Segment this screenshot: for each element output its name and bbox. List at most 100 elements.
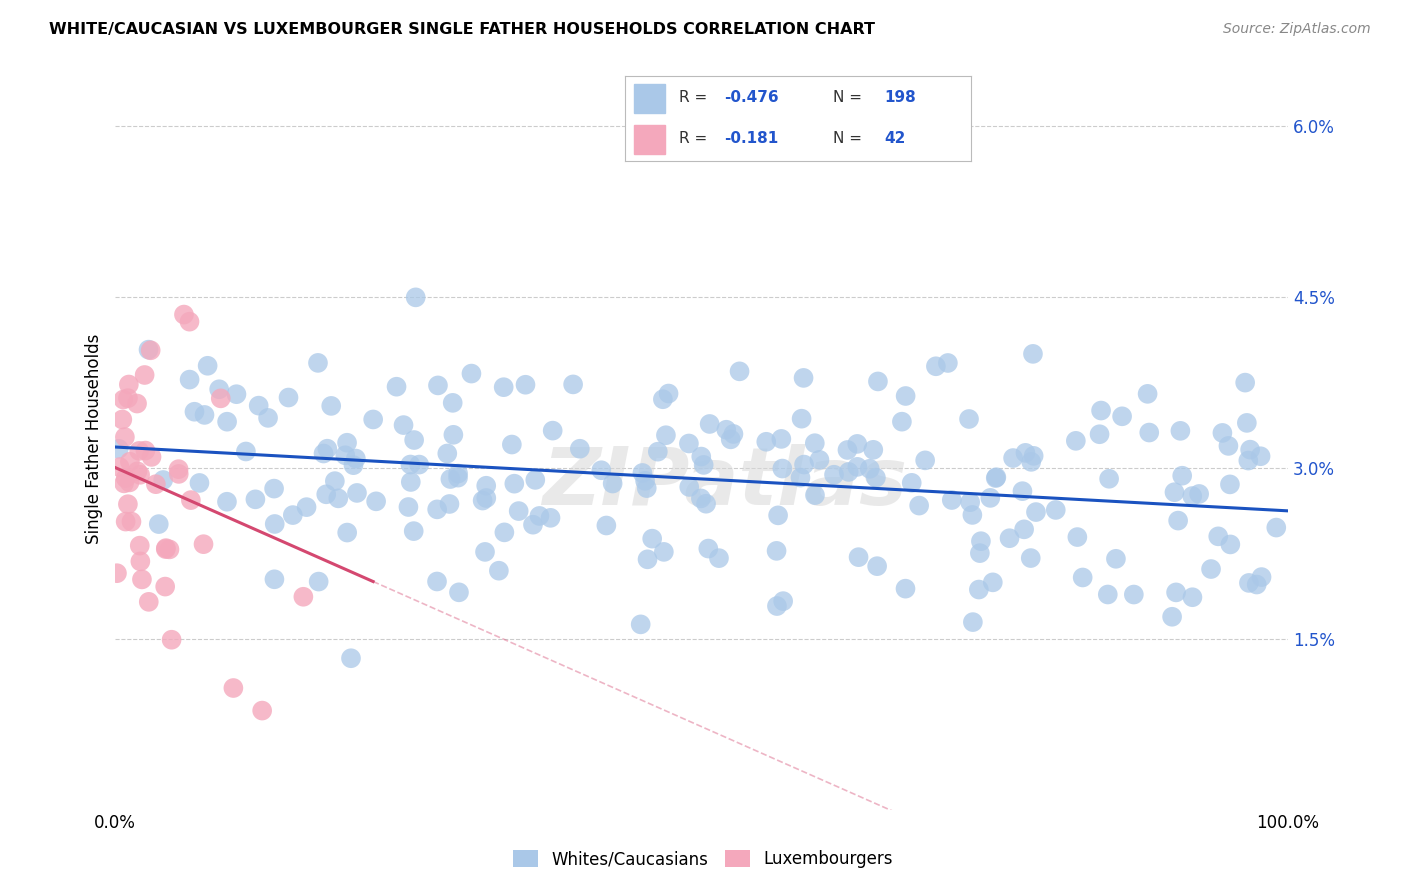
Point	[641, 532, 664, 546]
Point	[114, 430, 136, 444]
Point	[336, 525, 359, 540]
Point	[1167, 514, 1189, 528]
Point	[1019, 455, 1042, 469]
Point	[245, 492, 267, 507]
Point	[1171, 468, 1194, 483]
Point	[890, 415, 912, 429]
Point	[859, 462, 882, 476]
Point	[1246, 577, 1268, 591]
Point	[894, 389, 917, 403]
Point	[460, 367, 482, 381]
Point	[335, 448, 357, 462]
Point	[652, 545, 675, 559]
Point	[118, 377, 141, 392]
Point	[658, 386, 681, 401]
Point	[678, 436, 700, 450]
Point	[1071, 570, 1094, 584]
Point	[591, 463, 613, 477]
Point	[562, 377, 585, 392]
Point	[441, 396, 464, 410]
Point	[402, 524, 425, 538]
Point	[823, 467, 845, 482]
Point	[804, 436, 827, 450]
Point	[426, 502, 449, 516]
Point	[342, 458, 364, 473]
Point	[117, 497, 139, 511]
Point	[770, 461, 793, 475]
Point	[427, 378, 450, 392]
Point	[695, 497, 717, 511]
Point	[235, 444, 257, 458]
Point	[155, 541, 177, 555]
Point	[979, 491, 1001, 505]
Point	[436, 446, 458, 460]
Point	[396, 500, 419, 514]
Point	[998, 531, 1021, 545]
Point	[1237, 453, 1260, 467]
Point	[323, 474, 346, 488]
Point	[183, 405, 205, 419]
Point	[447, 467, 470, 481]
Legend: Whites/Caucasians, Luxembourgers: Whites/Caucasians, Luxembourgers	[506, 843, 900, 875]
Point	[690, 450, 713, 464]
Point	[250, 704, 273, 718]
Point	[728, 364, 751, 378]
Point	[492, 380, 515, 394]
Point	[127, 464, 149, 478]
Point	[312, 446, 335, 460]
Point	[1239, 442, 1261, 457]
Point	[1137, 425, 1160, 440]
Point	[114, 515, 136, 529]
Point	[1105, 551, 1128, 566]
Point	[118, 455, 141, 469]
Point	[962, 615, 984, 629]
Point	[846, 459, 869, 474]
Point	[866, 375, 889, 389]
Point	[503, 476, 526, 491]
Point	[986, 470, 1008, 484]
Point	[766, 508, 789, 523]
Point	[848, 550, 870, 565]
Point	[281, 508, 304, 522]
Point	[385, 380, 408, 394]
Point	[340, 651, 363, 665]
Point	[167, 462, 190, 476]
Point	[263, 572, 285, 586]
Point	[697, 541, 720, 556]
Point	[755, 434, 778, 449]
Point	[970, 534, 993, 549]
Point	[441, 427, 464, 442]
Point	[180, 493, 202, 508]
Point	[399, 475, 422, 489]
Point	[1181, 489, 1204, 503]
Point	[540, 511, 562, 525]
Point	[447, 470, 470, 484]
Point	[914, 453, 936, 467]
Point	[1199, 562, 1222, 576]
Point	[308, 574, 330, 589]
Point	[766, 599, 789, 613]
Point	[217, 415, 239, 429]
Point	[1161, 609, 1184, 624]
Point	[1211, 425, 1233, 440]
Point	[720, 433, 742, 447]
Point	[1111, 409, 1133, 424]
Point	[346, 486, 368, 500]
Point	[925, 359, 948, 374]
Point	[138, 595, 160, 609]
Point	[1098, 472, 1121, 486]
Point	[967, 582, 990, 597]
Point	[962, 508, 984, 522]
Point	[121, 515, 143, 529]
Point	[837, 442, 859, 457]
Point	[139, 343, 162, 358]
Point	[1265, 520, 1288, 534]
Point	[707, 551, 730, 566]
Point	[105, 566, 128, 581]
Point	[129, 554, 152, 568]
Text: Source: ZipAtlas.com: Source: ZipAtlas.com	[1223, 22, 1371, 37]
Point	[1219, 477, 1241, 491]
Point	[636, 481, 658, 495]
Point	[315, 487, 337, 501]
Point	[969, 546, 991, 560]
